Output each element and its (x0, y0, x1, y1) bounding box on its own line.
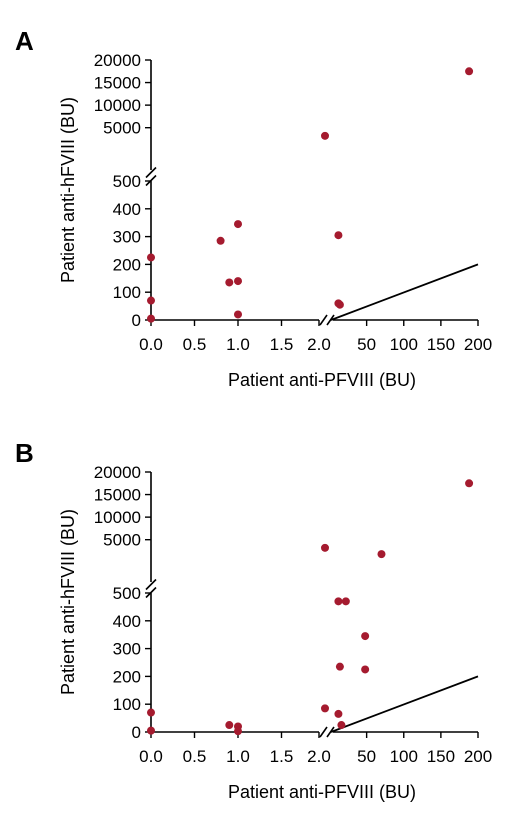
data-point (335, 662, 344, 671)
x-tick-label: 200 (464, 747, 492, 766)
y-tick-label: 300 (113, 640, 141, 659)
x-tick-label: 1.5 (270, 747, 294, 766)
data-point (147, 726, 155, 735)
y-tick-label: 20000 (94, 463, 141, 482)
y-tick-label: 0 (132, 723, 141, 742)
data-point (147, 296, 155, 305)
data-point (341, 597, 350, 606)
data-point (335, 300, 344, 309)
data-point (334, 709, 343, 718)
x-axis-break-mark (326, 726, 335, 738)
y-tick-label: 10000 (94, 96, 141, 115)
x-tick-label: 2.0 (307, 335, 331, 354)
data-point (234, 277, 242, 286)
x-axis-title: Patient anti-PFVIII (BU) (228, 370, 416, 390)
x-tick-label: 150 (427, 335, 455, 354)
y-tick-label: 20000 (94, 51, 141, 70)
data-point (225, 278, 234, 287)
y-tick-label: 5000 (103, 119, 141, 138)
data-point (147, 253, 155, 262)
data-point (321, 131, 329, 140)
data-point (234, 727, 242, 736)
y-tick-label: 15000 (94, 486, 141, 505)
x-axis-break-mark (319, 726, 328, 738)
data-point (377, 550, 386, 559)
data-point (321, 543, 329, 552)
y-tick-label: 15000 (94, 74, 141, 93)
data-point (334, 231, 343, 240)
x-axis-break-mark (319, 314, 328, 326)
panel-label: A (15, 26, 34, 56)
x-tick-label: 150 (427, 747, 455, 766)
y-tick-label: 200 (113, 255, 141, 274)
x-tick-label: 50 (357, 747, 376, 766)
data-point (216, 236, 225, 245)
x-tick-label: 1.0 (226, 335, 250, 354)
y-axis-title: Patient anti-hFVIII (BU) (58, 509, 78, 695)
x-axis-title: Patient anti-PFVIII (BU) (228, 782, 416, 802)
x-tick-label: 0.0 (139, 747, 163, 766)
y-tick-label: 100 (113, 695, 141, 714)
x-tick-label: 0.5 (183, 747, 207, 766)
x-tick-label: 200 (464, 335, 492, 354)
data-point (234, 220, 242, 229)
data-point (147, 314, 155, 323)
x-tick-label: 1.5 (270, 335, 294, 354)
panel-a: A 0 100 200 300 400 500 5000 10000 15000 20000 0.0 0… (15, 26, 492, 390)
data-point (334, 597, 343, 606)
panel-b: B 0 100 200 300 400 500 5000 10000 15000 20000 0.0 0… (15, 438, 492, 802)
y-tick-label: 0 (132, 311, 141, 330)
y-tick-label: 400 (113, 612, 141, 631)
x-axis-break-mark (326, 314, 335, 326)
x-tick-label: 100 (390, 335, 418, 354)
data-point (147, 708, 155, 717)
x-tick-label: 2.0 (307, 747, 331, 766)
data-point (225, 721, 234, 730)
data-point (361, 665, 370, 674)
x-tick-label: 50 (357, 335, 376, 354)
y-axis-break-mark (145, 578, 157, 591)
reference-line (330, 263, 479, 321)
x-tick-label: 100 (390, 747, 418, 766)
y-tick-label: 200 (113, 667, 141, 686)
data-point (337, 721, 346, 730)
x-tick-label: 0.0 (139, 335, 163, 354)
data-point (321, 704, 329, 713)
y-tick-label: 10000 (94, 508, 141, 527)
y-tick-label: 500 (113, 584, 141, 603)
y-tick-label: 300 (113, 228, 141, 247)
y-axis-break-mark (145, 166, 157, 179)
x-tick-label: 1.0 (226, 747, 250, 766)
y-axis-title: Patient anti-hFVIII (BU) (58, 97, 78, 283)
y-tick-label: 100 (113, 283, 141, 302)
reference-line (330, 675, 479, 733)
y-tick-label: 400 (113, 200, 141, 219)
y-tick-label: 500 (113, 172, 141, 191)
x-tick-label: 0.5 (183, 335, 207, 354)
data-point (465, 479, 474, 488)
data-point (361, 632, 370, 641)
panel-label: B (15, 438, 34, 468)
data-point (234, 310, 242, 319)
y-tick-label: 5000 (103, 531, 141, 550)
data-point (465, 67, 474, 76)
